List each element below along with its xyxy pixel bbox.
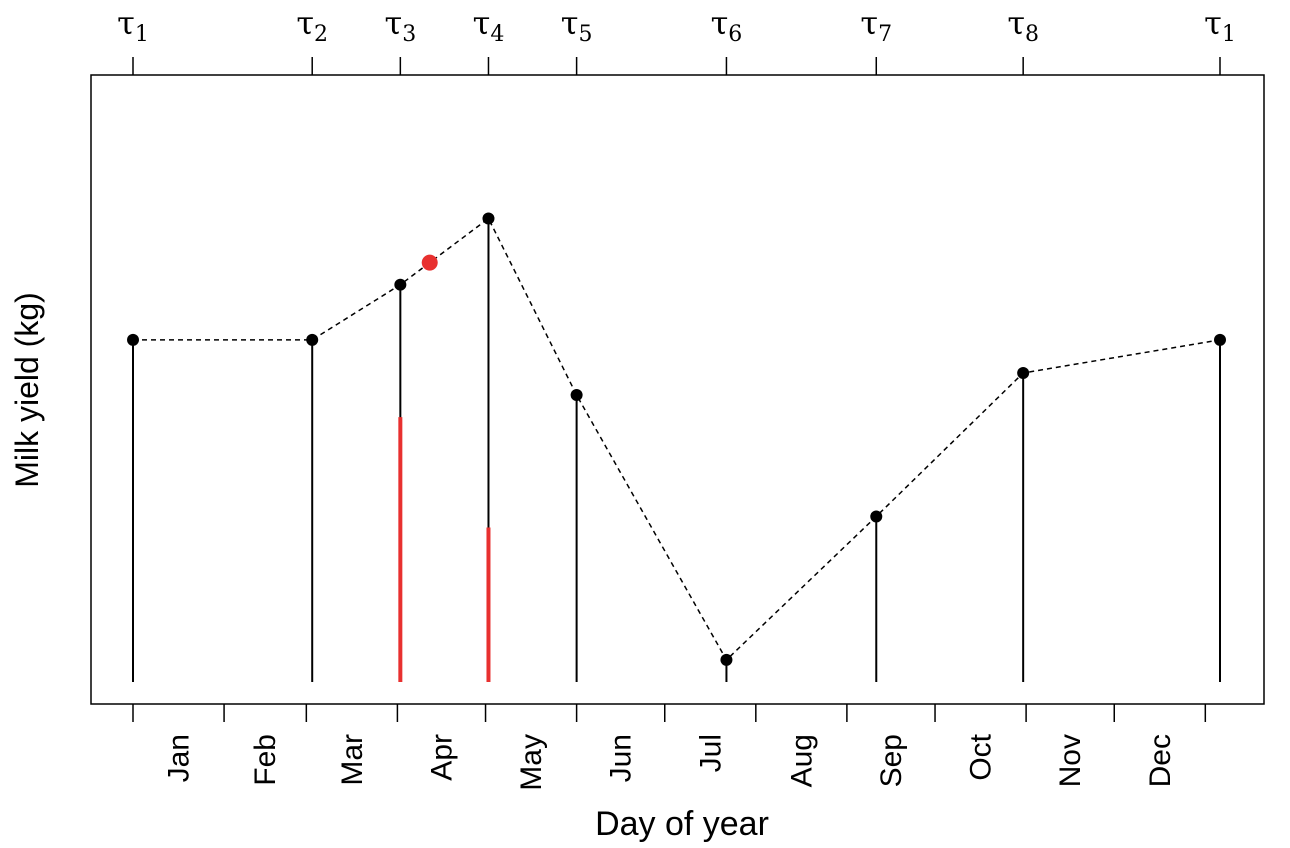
knot-point-2 (306, 333, 319, 346)
month-label-feb: Feb (249, 734, 282, 786)
month-label-dec: Dec (1144, 734, 1177, 787)
knot-lines (132, 218, 1221, 682)
knot-label-9: τ1 (1204, 4, 1236, 47)
knot-label-6: τ6 (711, 4, 743, 47)
knot-point-6 (720, 653, 733, 666)
knot-point-7 (870, 510, 883, 523)
knot-point-1 (127, 333, 139, 346)
month-label-jan: Jan (163, 734, 196, 782)
month-label-nov: Nov (1054, 734, 1087, 787)
month-label-mar: Mar (336, 734, 369, 786)
knot-label-2: τ2 (296, 4, 328, 47)
x-axis-label: Day of year (595, 805, 769, 843)
knot-point-8 (1017, 366, 1030, 379)
knot-label-3: τ3 (384, 4, 416, 47)
knot-label-5: τ5 (561, 4, 593, 47)
knot-point-4 (482, 212, 495, 225)
knot-label-7: τ7 (860, 4, 892, 47)
trend-line (133, 217, 1221, 662)
month-label-apr: Apr (425, 734, 458, 781)
y-axis-label: Milk yield (kg) (9, 292, 45, 488)
month-label-sep: Sep (875, 734, 908, 787)
knot-point-9 (1214, 333, 1226, 346)
month-label-may: May (515, 734, 548, 791)
month-label-oct: Oct (965, 733, 998, 780)
plot-frame (90, 74, 1265, 705)
highlight-lines (398, 417, 491, 682)
top-axis: τ1 τ2 τ3 τ4 τ5 τ6 τ7 τ8 τ1 (117, 4, 1236, 75)
month-label-aug: Aug (785, 734, 818, 787)
knot-point-5 (570, 389, 583, 402)
data-points (127, 212, 1226, 666)
highlight-point (421, 254, 438, 271)
knot-point-3 (394, 278, 407, 291)
trend-polyline (133, 217, 1221, 662)
bottom-axis: Jan Feb Mar Apr May Jun Jul Aug Sep Oct Nov Dec (132, 704, 1207, 791)
knot-label-8: τ8 (1007, 4, 1039, 47)
knot-label-1: τ1 (117, 4, 149, 47)
knot-label-4: τ4 (473, 4, 505, 47)
month-label-jul: Jul (694, 734, 727, 772)
month-label-jun: Jun (605, 734, 638, 782)
